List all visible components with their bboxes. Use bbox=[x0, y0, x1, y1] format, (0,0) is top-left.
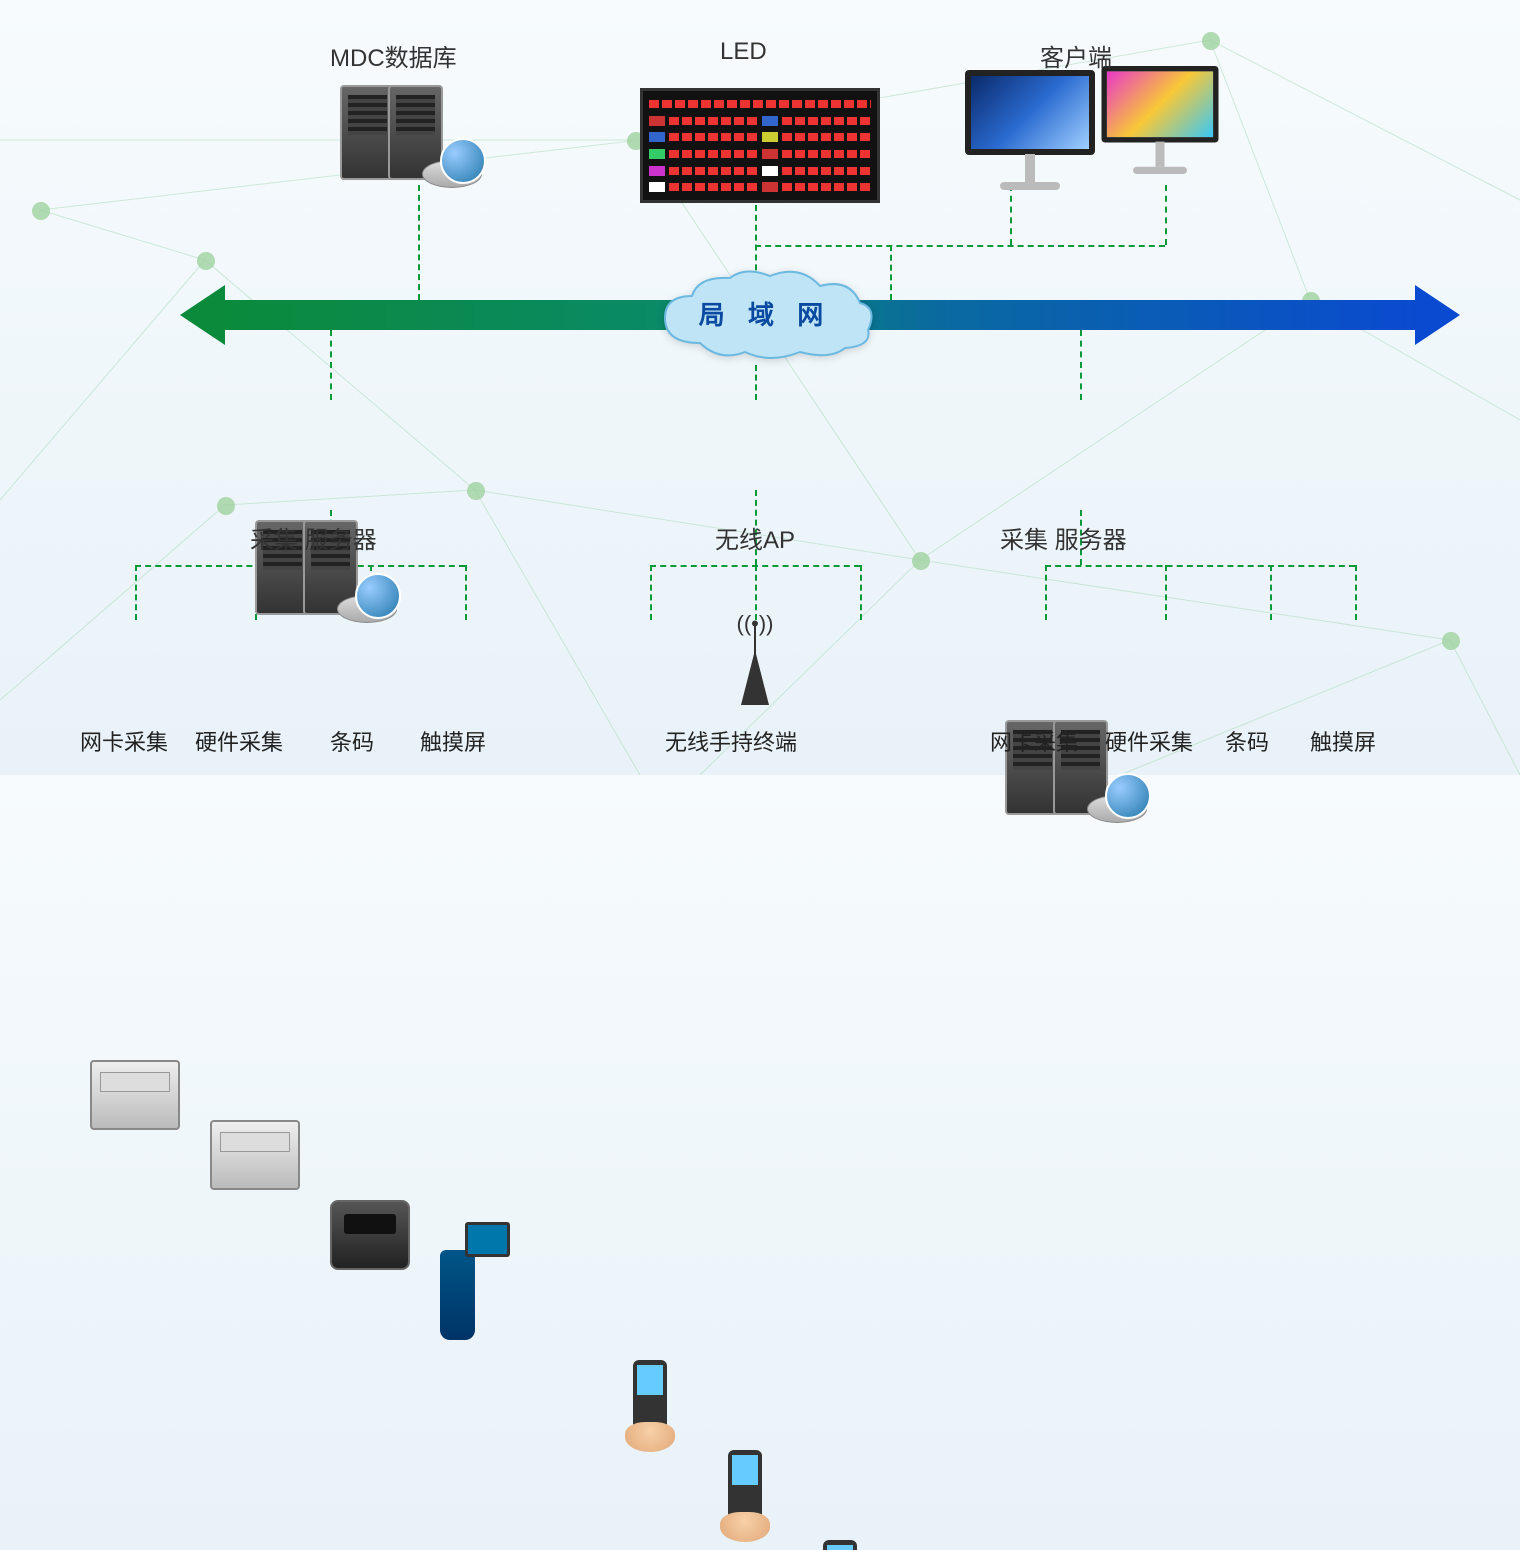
connector bbox=[650, 565, 652, 620]
connector bbox=[755, 245, 1165, 247]
handheld-1-icon bbox=[625, 1360, 675, 1450]
collect-server-1-label: 采集 服务器 bbox=[250, 520, 377, 555]
hw-collector-1-icon bbox=[210, 1120, 300, 1190]
wireless-ap-label: 无线AP bbox=[715, 520, 795, 555]
touchscreen-1-label: 触摸屏 bbox=[420, 725, 486, 757]
lan-cloud-label: 局 域 网 bbox=[650, 295, 880, 332]
mesh-dot bbox=[467, 482, 485, 500]
mdc-database-label: MDC数据库 bbox=[330, 38, 457, 73]
connector bbox=[418, 185, 420, 300]
connector bbox=[1270, 565, 1272, 620]
barcode-1-label: 条码 bbox=[330, 725, 374, 757]
handheld-3-icon bbox=[815, 1540, 865, 1550]
nic-collector-1-label: 网卡采集 bbox=[80, 725, 168, 757]
mesh-dot bbox=[912, 552, 930, 570]
hw-collector-2-label: 硬件采集 bbox=[1105, 725, 1193, 757]
client-label: 客户端 bbox=[1040, 38, 1112, 73]
connector bbox=[1355, 565, 1357, 620]
barcode-2-label: 条码 bbox=[1225, 725, 1269, 757]
client-monitors-icon bbox=[955, 60, 1215, 190]
connector bbox=[1165, 565, 1167, 620]
barcode-printer-1-icon bbox=[330, 1200, 410, 1270]
mesh-dot bbox=[197, 252, 215, 270]
collect-server-2-label: 采集 服务器 bbox=[1000, 520, 1127, 555]
handheld-group-label: 无线手持终端 bbox=[665, 725, 797, 757]
connector bbox=[755, 365, 757, 400]
mesh-dot bbox=[1202, 32, 1220, 50]
led-label: LED bbox=[720, 38, 767, 66]
connector bbox=[465, 565, 467, 620]
hw-collector-1-label: 硬件采集 bbox=[195, 725, 283, 757]
collect-server-2-icon bbox=[1005, 705, 1145, 815]
mdc-database-icon bbox=[340, 70, 480, 180]
connector bbox=[135, 565, 137, 620]
connector bbox=[1165, 185, 1167, 245]
connector bbox=[860, 565, 862, 620]
handheld-2-icon bbox=[720, 1450, 770, 1540]
mesh-dot bbox=[217, 497, 235, 515]
mesh-dot bbox=[32, 202, 50, 220]
connector bbox=[1045, 565, 1047, 620]
wireless-ap-icon: ((•)) bbox=[725, 615, 785, 705]
touchscreen-kiosk-1-icon bbox=[430, 1230, 490, 1340]
nic-collector-1-icon bbox=[90, 1060, 180, 1130]
connector bbox=[1045, 565, 1355, 567]
mesh-dot bbox=[1442, 632, 1460, 650]
connector bbox=[1010, 185, 1012, 245]
led-board-icon bbox=[640, 88, 880, 203]
nic-collector-2-label: 网卡采集 bbox=[990, 725, 1078, 757]
touchscreen-2-label: 触摸屏 bbox=[1310, 725, 1376, 757]
